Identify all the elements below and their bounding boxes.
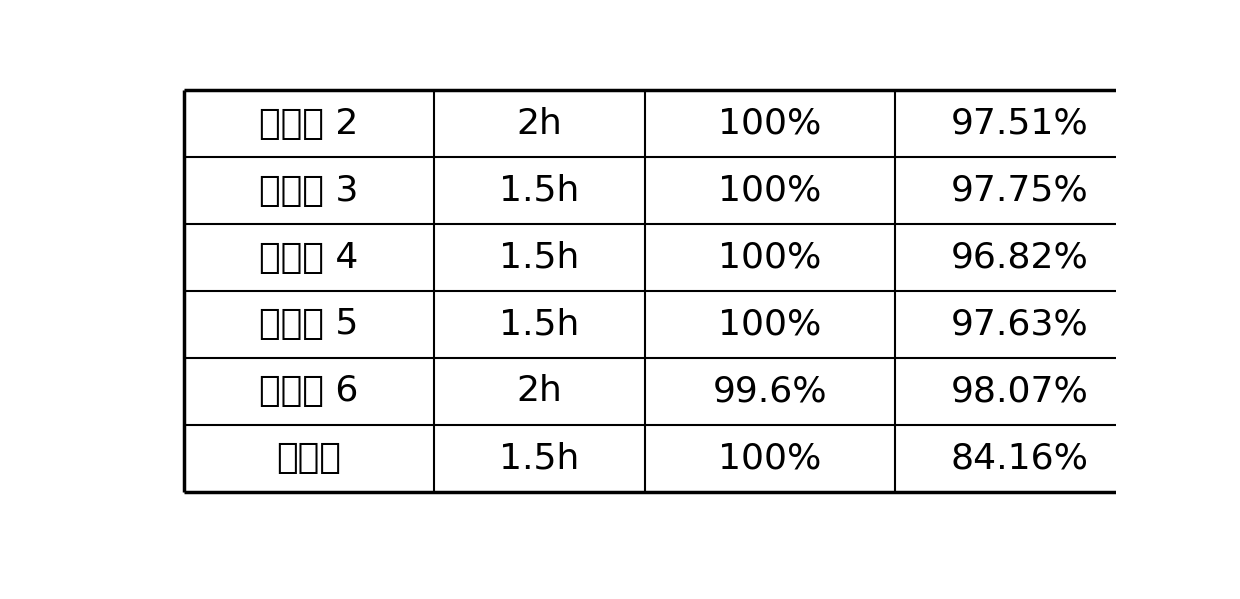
Text: 98.07%: 98.07% <box>951 374 1089 409</box>
Text: 2h: 2h <box>517 374 562 409</box>
Bar <box>434 425 645 492</box>
Bar <box>434 224 645 291</box>
Bar <box>184 224 434 291</box>
Text: 84.16%: 84.16% <box>951 441 1089 475</box>
Bar <box>895 224 1145 291</box>
Bar <box>895 425 1145 492</box>
Text: 96.82%: 96.82% <box>951 241 1089 274</box>
Bar <box>434 291 645 358</box>
Bar <box>434 90 645 157</box>
Text: 99.6%: 99.6% <box>713 374 827 409</box>
Text: 实施例 3: 实施例 3 <box>259 174 358 208</box>
Bar <box>895 358 1145 425</box>
Text: 实施例 5: 实施例 5 <box>259 307 358 341</box>
Text: 97.63%: 97.63% <box>951 307 1089 341</box>
Text: 97.75%: 97.75% <box>951 174 1089 208</box>
Text: 1.5h: 1.5h <box>500 174 579 208</box>
Bar <box>645 358 895 425</box>
Bar <box>645 291 895 358</box>
Bar <box>645 425 895 492</box>
Bar <box>184 425 434 492</box>
Bar <box>645 157 895 224</box>
Text: 1.5h: 1.5h <box>500 441 579 475</box>
Bar <box>645 90 895 157</box>
Bar <box>184 291 434 358</box>
Text: 100%: 100% <box>718 441 822 475</box>
Text: 100%: 100% <box>718 174 822 208</box>
Bar <box>434 358 645 425</box>
Bar <box>895 157 1145 224</box>
Bar <box>895 90 1145 157</box>
Bar <box>895 291 1145 358</box>
Text: 实施例 2: 实施例 2 <box>259 107 358 141</box>
Text: 对比例: 对比例 <box>277 441 341 475</box>
Text: 实施例 6: 实施例 6 <box>259 374 358 409</box>
Text: 2h: 2h <box>517 107 562 141</box>
Text: 1.5h: 1.5h <box>500 241 579 274</box>
Text: 1.5h: 1.5h <box>500 307 579 341</box>
Bar <box>184 358 434 425</box>
Text: 100%: 100% <box>718 241 822 274</box>
Bar <box>645 224 895 291</box>
Text: 100%: 100% <box>718 307 822 341</box>
Bar <box>184 90 434 157</box>
Text: 实施例 4: 实施例 4 <box>259 241 358 274</box>
Text: 100%: 100% <box>718 107 822 141</box>
Bar <box>434 157 645 224</box>
Text: 97.51%: 97.51% <box>951 107 1089 141</box>
Bar <box>184 157 434 224</box>
